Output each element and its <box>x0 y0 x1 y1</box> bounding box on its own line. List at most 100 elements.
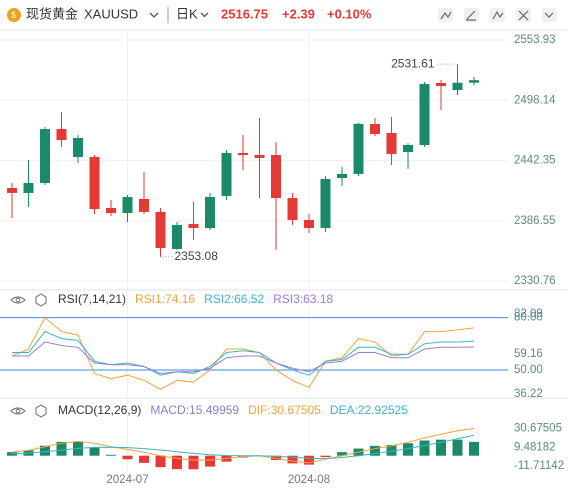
candle-body <box>89 156 100 210</box>
legend-entry: RSI2:66.52 <box>204 292 264 306</box>
histogram-bar <box>419 440 430 456</box>
toolbar <box>438 8 557 22</box>
candle-body <box>403 144 413 153</box>
high-annotation: 2531.61 <box>391 56 435 70</box>
y-tick-label: 2498.14 <box>514 94 556 106</box>
legend-entry: RSI1:74.16 <box>135 292 195 306</box>
candle-body <box>287 198 298 220</box>
histogram-bar <box>188 455 199 470</box>
histogram-bar <box>172 455 182 470</box>
histogram-bar <box>89 447 100 456</box>
low-annotation: 2353.08 <box>175 249 219 263</box>
candle-body <box>370 123 380 134</box>
tool-icon <box>544 12 554 18</box>
y-tick-label: 2442.35 <box>514 155 556 167</box>
legend-entry: MACD:15.49959 <box>150 403 239 417</box>
y-tick-label: 30.67505 <box>514 422 562 434</box>
legend-entry: DEA:22.92525 <box>330 403 408 417</box>
candle-body <box>386 133 397 154</box>
tool-icon <box>492 10 504 20</box>
y-tick-label: 50.00 <box>514 364 543 376</box>
histogram-bar <box>155 455 166 468</box>
logo-glyph: $ <box>11 10 16 20</box>
candle-body <box>221 152 232 196</box>
y-tick-label: 36.22 <box>514 388 543 400</box>
candle-body <box>337 173 347 179</box>
candle-body <box>238 152 248 156</box>
period[interactable]: 日K <box>176 6 198 21</box>
histogram-bar <box>452 439 463 456</box>
candle-body <box>40 129 50 184</box>
gear-icon[interactable] <box>35 404 47 418</box>
candle-body <box>419 83 430 145</box>
gear-icon[interactable] <box>35 293 47 307</box>
histogram-bar <box>304 455 314 465</box>
histogram-bar <box>122 455 133 460</box>
candle-body <box>353 123 364 174</box>
candle-body <box>188 223 199 229</box>
tool-button[interactable] <box>438 8 453 22</box>
y-tick-label: 9.48182 <box>514 441 556 453</box>
histogram-bar <box>139 455 149 463</box>
candle-body <box>320 179 331 229</box>
symbol-dropdown[interactable] <box>149 12 159 18</box>
indicator-title: MACD(12,26,9) <box>58 403 141 417</box>
eye-pupil <box>15 408 21 414</box>
change-pct: +0.10% <box>327 6 372 21</box>
legend-entry: RSI3:63.18 <box>273 292 333 306</box>
x-tick-label: 2024-07 <box>106 474 148 486</box>
histogram-bar <box>7 452 17 456</box>
histogram-bar <box>320 455 331 458</box>
tool-icon <box>440 11 452 20</box>
period-dropdown[interactable] <box>200 12 209 18</box>
eye-pupil <box>15 297 21 303</box>
histogram-bar <box>370 445 380 456</box>
y-tick-label: 2330.76 <box>514 275 556 287</box>
candle-body <box>139 198 149 212</box>
panel-icons <box>10 293 47 418</box>
candle-body <box>452 82 463 91</box>
histogram-bar <box>287 455 298 464</box>
y-tick-label: 2386.55 <box>514 215 556 227</box>
indicator-title: RSI(7,14,21) <box>58 292 126 306</box>
candle-body <box>172 225 182 249</box>
candle-body <box>205 196 215 229</box>
indicator-line <box>11 434 475 460</box>
indicator-line <box>12 330 475 376</box>
candle-body <box>436 83 446 87</box>
candle-body <box>56 129 67 141</box>
tool-button[interactable] <box>490 8 505 22</box>
candle-body <box>7 187 17 193</box>
change: +2.39 <box>282 6 315 21</box>
histogram-bar <box>271 455 281 460</box>
candle-body <box>155 211 166 249</box>
y-tick-label: 2553.93 <box>514 34 556 46</box>
histogram-bar <box>40 445 50 456</box>
histogram-bar <box>337 452 347 456</box>
indicator-line <box>11 316 475 390</box>
logo <box>7 8 21 22</box>
candle-body <box>469 80 479 83</box>
eye-icon[interactable] <box>10 407 26 415</box>
tool-icon <box>466 10 476 21</box>
x-tick-label: 2024-08 <box>288 474 330 486</box>
y-tick-label: 59.16 <box>514 348 543 360</box>
histogram-bar <box>56 441 67 456</box>
price: 2516.75 <box>221 6 268 21</box>
instrument-name: 现货黄金 <box>26 6 78 21</box>
legend-entry: DIF:30.67505 <box>248 403 321 417</box>
candle-body <box>254 155 265 158</box>
tool-icon <box>518 10 529 21</box>
y-tick-label: -11.71142 <box>514 460 564 472</box>
candle-body <box>271 155 281 199</box>
histogram-bar <box>386 445 397 456</box>
histogram-bar <box>106 454 116 456</box>
eye-icon[interactable] <box>10 296 26 304</box>
expand-button[interactable] <box>542 8 557 22</box>
candle-body <box>304 219 314 229</box>
histogram-bar <box>469 441 479 456</box>
instrument-symbol[interactable]: XAUUSD <box>84 6 138 21</box>
candle-body <box>122 196 133 214</box>
